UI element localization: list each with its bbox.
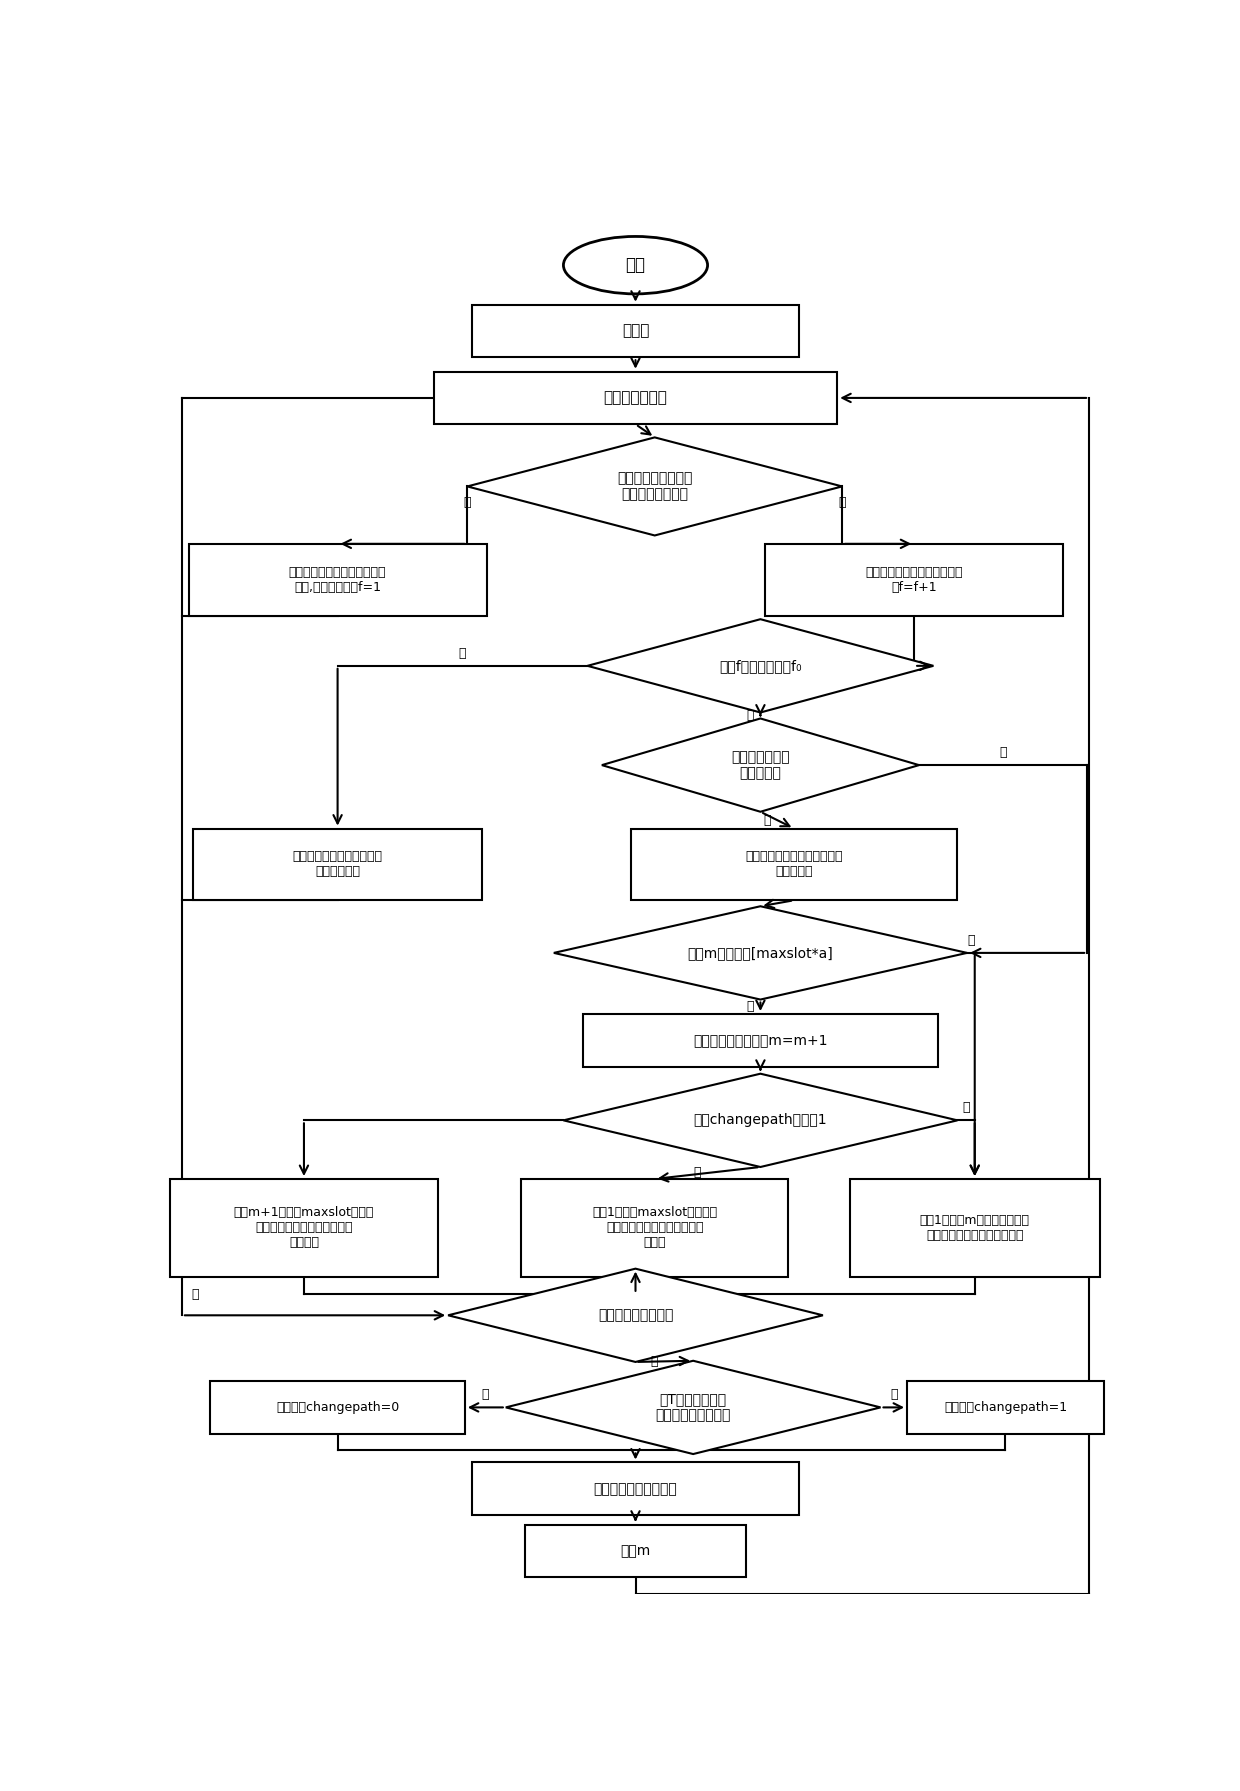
Text: 在T时间内是否有
短流分组进入交换机: 在T时间内是否有 短流分组进入交换机	[656, 1392, 730, 1422]
Polygon shape	[506, 1361, 880, 1454]
FancyBboxPatch shape	[472, 304, 799, 356]
FancyBboxPatch shape	[525, 1524, 746, 1578]
Text: 是: 是	[694, 1166, 702, 1180]
Text: 否: 否	[764, 813, 771, 827]
Text: 是: 是	[746, 999, 754, 1014]
Text: 交换机接收分组: 交换机接收分组	[604, 390, 667, 405]
Text: 判断f是否大于阈値f₀: 判断f是否大于阈値f₀	[719, 659, 802, 673]
Text: 否: 否	[191, 1288, 198, 1300]
Text: 在第1号至第m号出端口中随机
选择一个出端口发送当前分组: 在第1号至第m号出端口中随机 选择一个出端口发送当前分组	[920, 1214, 1029, 1241]
Text: 转发标志changepath=1: 转发标志changepath=1	[944, 1401, 1068, 1413]
Text: 是: 是	[999, 745, 1007, 759]
Text: 分配给长流的路径数m=m+1: 分配给长流的路径数m=m+1	[693, 1033, 827, 1048]
Text: 是: 是	[481, 1388, 489, 1401]
FancyBboxPatch shape	[521, 1178, 789, 1277]
Polygon shape	[448, 1268, 823, 1361]
FancyBboxPatch shape	[193, 829, 481, 901]
Text: 在第m+1号至第maxslot号出端
口中随机选择一个出端口发送
当前分组: 在第m+1号至第maxslot号出端 口中随机选择一个出端口发送 当前分组	[234, 1207, 374, 1250]
Text: 开始: 开始	[625, 256, 646, 274]
FancyBboxPatch shape	[906, 1381, 1104, 1435]
FancyBboxPatch shape	[188, 544, 486, 616]
Ellipse shape	[563, 236, 708, 294]
FancyBboxPatch shape	[434, 371, 837, 424]
Text: 转发标志changepath=0: 转发标志changepath=0	[277, 1401, 399, 1413]
Polygon shape	[563, 1073, 957, 1168]
FancyBboxPatch shape	[211, 1381, 465, 1435]
Text: 是: 是	[838, 496, 846, 509]
Text: 删除流表中已结束的流: 删除流表中已结束的流	[594, 1481, 677, 1495]
Text: 将流表中当前分组所属流的长
度f=f+1: 将流表中当前分组所属流的长 度f=f+1	[866, 566, 963, 595]
Text: 流表中是否存在当前
分组所属的流信息: 流表中是否存在当前 分组所属的流信息	[618, 471, 692, 501]
Text: 将当前分组的流信息添加到流
表中,并使得流长度f=1: 将当前分组的流信息添加到流 表中,并使得流长度f=1	[289, 566, 387, 595]
Text: 更改当前分组所属流的流类别
标志为长流: 更改当前分组所属流的流类别 标志为长流	[745, 851, 843, 878]
Text: 判断流类别标志
是否为长流: 判断流类别标志 是否为长流	[732, 750, 790, 781]
Text: 否: 否	[464, 496, 471, 509]
Text: 否: 否	[962, 1101, 970, 1114]
Text: 判断m是否小于[maxslot*a]: 判断m是否小于[maxslot*a]	[687, 946, 833, 960]
FancyBboxPatch shape	[631, 829, 957, 901]
Text: 否: 否	[967, 933, 975, 947]
FancyBboxPatch shape	[472, 1463, 799, 1515]
Text: 在第1号至第maxslot号出端口
中随机选择一个出端口发送当
前分组: 在第1号至第maxslot号出端口 中随机选择一个出端口发送当 前分组	[593, 1207, 717, 1250]
FancyBboxPatch shape	[849, 1178, 1100, 1277]
FancyBboxPatch shape	[583, 1014, 939, 1066]
Polygon shape	[467, 437, 842, 536]
Text: 是: 是	[651, 1354, 658, 1368]
Text: 流表定时器是否触发: 流表定时器是否触发	[598, 1307, 673, 1322]
Text: 否: 否	[890, 1388, 898, 1401]
Text: 是: 是	[746, 709, 754, 722]
Polygon shape	[588, 620, 934, 713]
Text: 更新m: 更新m	[620, 1544, 651, 1558]
Text: 将当前分组所属流的流类别
标志记为短流: 将当前分组所属流的流类别 标志记为短流	[293, 851, 383, 878]
Polygon shape	[554, 906, 967, 999]
FancyBboxPatch shape	[170, 1178, 438, 1277]
Text: 判断changepath是否为1: 判断changepath是否为1	[693, 1114, 827, 1127]
Text: 否: 否	[459, 647, 466, 659]
Text: 初始化: 初始化	[621, 324, 650, 338]
FancyBboxPatch shape	[765, 544, 1063, 616]
Polygon shape	[601, 718, 919, 811]
